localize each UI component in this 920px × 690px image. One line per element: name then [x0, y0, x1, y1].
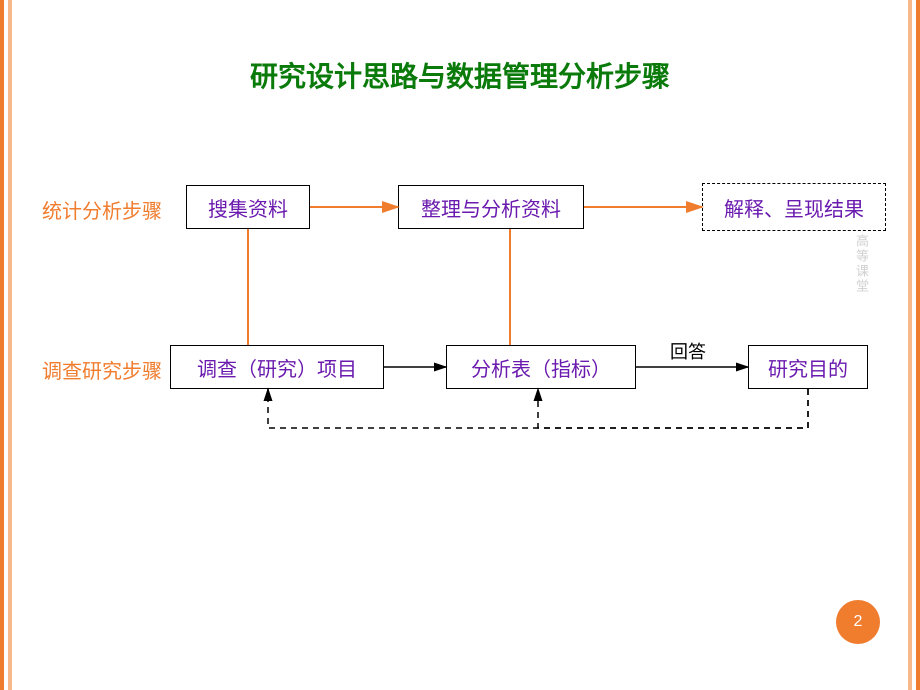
- left-border-inner: [8, 0, 12, 690]
- right-border-inner: [908, 0, 912, 690]
- slide-title: 研究设计思路与数据管理分析步骤: [0, 55, 920, 95]
- edge-label-answer: 回答: [670, 338, 706, 364]
- node-survey-project: 调查（研究）项目: [170, 345, 384, 389]
- left-border-outer: [0, 0, 4, 690]
- node-label: 整理与分析资料: [421, 193, 561, 222]
- watermark: 高等课堂: [852, 234, 871, 294]
- page-number-badge: 2: [836, 600, 880, 644]
- right-border: [906, 0, 920, 690]
- node-label: 分析表（指标）: [471, 353, 611, 382]
- left-border: [0, 0, 14, 690]
- row-label-top: 统计分析步骤: [42, 195, 162, 224]
- node-interpret-present: 解释、呈现结果: [702, 183, 886, 231]
- node-analysis-table: 分析表（指标）: [446, 345, 636, 389]
- node-research-goal: 研究目的: [748, 345, 868, 389]
- node-label: 调查（研究）项目: [197, 353, 357, 382]
- page-number: 2: [854, 613, 863, 631]
- node-label: 研究目的: [768, 353, 848, 382]
- node-collect-data: 搜集资料: [186, 185, 310, 229]
- row-label-bottom: 调查研究步骤: [42, 355, 162, 384]
- right-border-outer: [916, 0, 920, 690]
- node-label: 搜集资料: [208, 193, 288, 222]
- node-organize-analyze: 整理与分析资料: [398, 185, 584, 229]
- node-label: 解释、呈现结果: [724, 193, 864, 222]
